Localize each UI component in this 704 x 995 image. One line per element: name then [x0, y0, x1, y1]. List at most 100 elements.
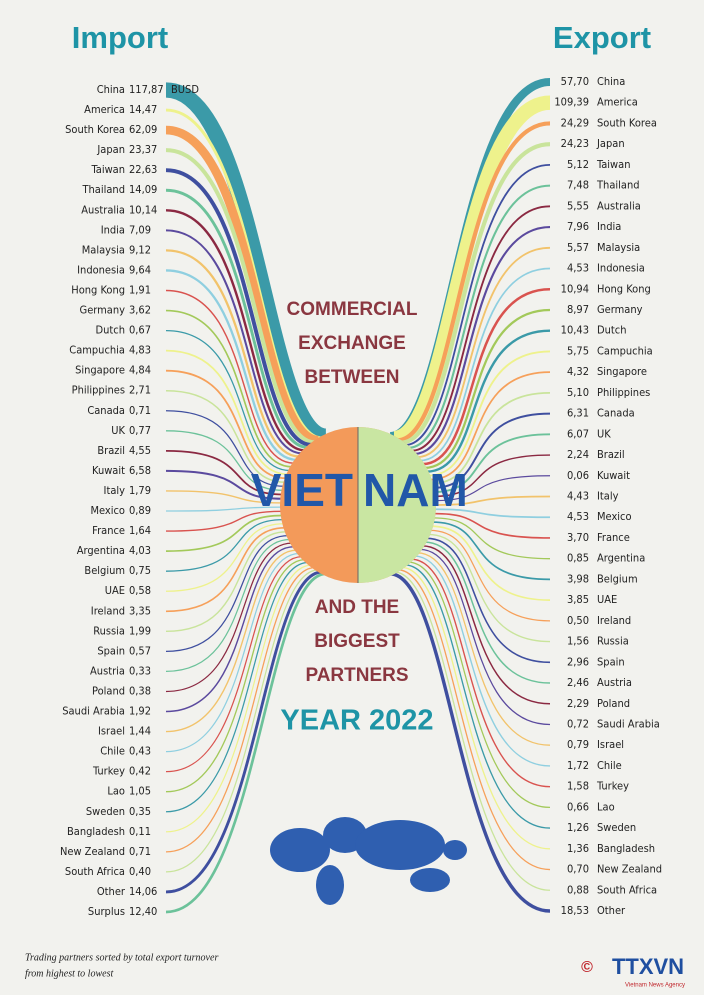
- flow: [164, 82, 328, 444]
- value-label: 0,40: [129, 865, 151, 878]
- value-label: 109,39: [554, 96, 589, 109]
- flow: [165, 410, 285, 487]
- flow: [424, 541, 551, 684]
- value-label: 4,55: [129, 444, 151, 457]
- country-label: Russia: [597, 635, 629, 648]
- country-label: Mexico: [597, 510, 632, 523]
- flow: [397, 121, 551, 443]
- value-label: 2,29: [567, 697, 589, 710]
- value-label: 3,70: [567, 531, 589, 544]
- country-label: UK: [597, 427, 611, 440]
- flow: [393, 571, 551, 891]
- value-label: 14,47: [129, 103, 157, 116]
- world-map: [270, 817, 467, 905]
- value-label: 0,38: [129, 684, 151, 697]
- country-word: VIET: [251, 464, 353, 516]
- country-label: Brazil: [597, 448, 625, 461]
- country-label: Singapore: [75, 364, 125, 377]
- value-label: 12,40: [129, 905, 157, 918]
- country-label: Kuwait: [92, 464, 125, 477]
- value-label: 0,85: [567, 552, 589, 565]
- flow: [426, 329, 551, 473]
- value-label: 1,36: [567, 842, 589, 855]
- flow: [165, 188, 309, 449]
- value-label: 10,14: [129, 203, 157, 216]
- country-label: Australia: [81, 203, 125, 216]
- flow: [422, 545, 551, 705]
- logo-sub: Vietnam News Agency: [625, 983, 685, 989]
- value-label: 4,84: [129, 364, 151, 377]
- country-label: Russia: [93, 624, 125, 637]
- value-label: 0,75: [129, 564, 151, 577]
- value-label: 2,24: [567, 448, 589, 461]
- flow: [392, 95, 551, 446]
- country-label: Spain: [97, 644, 125, 657]
- country-label: Dutch: [96, 324, 126, 337]
- value-label: 1,72: [567, 759, 589, 772]
- country-label: Belgium: [597, 572, 638, 585]
- flow: [432, 521, 551, 581]
- unit-label: BUSD: [171, 83, 199, 96]
- flow: [417, 246, 551, 459]
- flow: [165, 572, 327, 914]
- value-label: 1,64: [129, 524, 151, 537]
- logo-symbol: ©: [581, 959, 593, 976]
- flow: [165, 556, 303, 773]
- flow: [411, 205, 551, 452]
- flow: [404, 564, 551, 829]
- value-label: 18,53: [561, 904, 589, 917]
- flow: [414, 225, 551, 455]
- country-label: China: [97, 83, 125, 96]
- country-label: Bangladesh: [597, 842, 655, 855]
- value-label: 1,58: [567, 780, 589, 793]
- value-label: 0,57: [129, 644, 151, 657]
- value-label: 3,85: [567, 593, 589, 606]
- flow: [165, 269, 297, 462]
- flow: [165, 490, 283, 504]
- flow: [433, 512, 551, 539]
- flow: [165, 552, 300, 753]
- flow: [408, 184, 551, 449]
- country-label: France: [597, 531, 630, 544]
- country-label: Italy: [104, 484, 126, 497]
- country-label: South Korea: [65, 123, 125, 136]
- title-line: AND THE: [315, 597, 399, 618]
- country-label: Australia: [597, 199, 641, 212]
- flow: [165, 566, 315, 853]
- country-label: Mexico: [90, 504, 125, 517]
- flow: [165, 349, 289, 476]
- value-label: 24,23: [561, 137, 589, 150]
- value-label: 0,71: [129, 845, 151, 858]
- country-label: Turkey: [596, 780, 629, 793]
- flow: [426, 537, 551, 664]
- flow: [165, 549, 297, 733]
- value-label: 6,07: [567, 427, 589, 440]
- flow: [414, 555, 551, 767]
- flows: [164, 77, 551, 914]
- value-label: 9,12: [129, 243, 151, 256]
- country-label: America: [84, 103, 125, 116]
- value-label: 3,62: [129, 304, 151, 317]
- country-label: Poland: [92, 684, 125, 697]
- country-label: Dutch: [597, 324, 627, 337]
- flow: [401, 566, 551, 850]
- country-label: New Zealand: [60, 845, 125, 858]
- country-label: Austria: [90, 664, 125, 677]
- flow: [165, 148, 316, 445]
- value-label: 0,67: [129, 324, 151, 337]
- country-label: Ireland: [597, 614, 631, 627]
- flow: [165, 430, 284, 492]
- flow: [165, 506, 283, 512]
- value-label: 0,71: [129, 404, 151, 417]
- value-label: 6,31: [567, 407, 589, 420]
- country-label: Malaysia: [82, 243, 125, 256]
- value-label: 9,64: [129, 263, 151, 276]
- value-label: 0,77: [129, 424, 151, 437]
- flow: [428, 350, 551, 477]
- flow: [430, 391, 551, 485]
- country-label: India: [597, 220, 621, 233]
- value-label: 0,50: [567, 614, 589, 627]
- country-label: Campuchia: [69, 344, 125, 357]
- value-label: 1,56: [567, 635, 589, 648]
- value-label: 0,88: [567, 883, 589, 896]
